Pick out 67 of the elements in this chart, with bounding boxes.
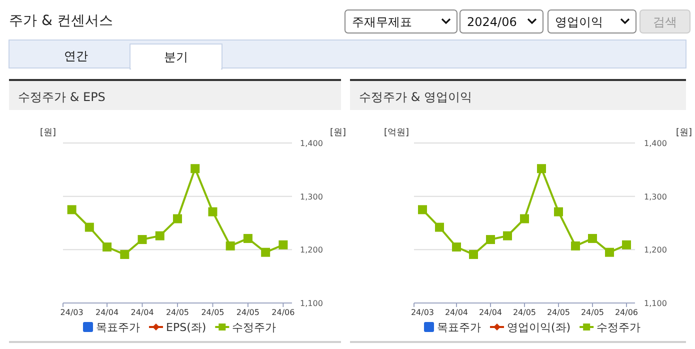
x-tick-label: 24/05 — [546, 308, 570, 317]
chart-title: 수정주가 & 영업이익 — [359, 90, 472, 104]
point — [537, 164, 546, 174]
point — [418, 205, 427, 214]
point — [208, 207, 218, 216]
legend-label: 수정주가 — [596, 321, 641, 334]
x-tick-label: 24/06 — [614, 308, 638, 317]
point — [261, 248, 270, 257]
x-tick-label: 24/05 — [201, 308, 224, 317]
y2-tick-label: 1,200 — [644, 246, 667, 255]
point — [452, 242, 461, 252]
legend-label: 목표주가 — [96, 321, 140, 334]
point — [469, 250, 478, 259]
y2-tick-label: 1,300 — [644, 192, 667, 202]
y2-axis-title: [원] — [330, 128, 346, 138]
x-tick-label: 24/04 — [444, 308, 468, 317]
x-tick-label: 24/05 — [236, 308, 260, 317]
x-tick-label: 24/04 — [130, 308, 154, 317]
point — [190, 164, 200, 174]
x-tick-label: 24/05 — [512, 308, 536, 317]
text: 분기 — [164, 50, 188, 64]
x-tick-label: 24/04 — [96, 308, 119, 317]
chart-title: 수정주가 & EPS — [18, 90, 106, 104]
x-tick-label: 24/06 — [272, 308, 295, 317]
text: 연간 — [64, 49, 88, 63]
point — [138, 235, 147, 244]
point — [571, 241, 580, 250]
point — [435, 222, 444, 232]
y-axis-title: [억원] — [384, 128, 410, 138]
point — [605, 248, 614, 257]
text: 영업이익 — [555, 15, 603, 29]
point — [503, 231, 512, 240]
y2-axis-title: [원] — [676, 128, 692, 138]
text: 주가 & 컨센서스 — [9, 13, 113, 29]
x-tick-label: 24/04 — [478, 308, 502, 317]
point — [554, 207, 563, 216]
point — [588, 234, 597, 243]
x-tick-label: 24/03 — [60, 308, 84, 317]
legend-label: 목표주가 — [437, 321, 481, 334]
y2-tick-label: 1,300 — [300, 192, 323, 202]
y2-tick-label: 1,200 — [300, 246, 323, 255]
y2-tick-label: 1,100 — [644, 299, 667, 308]
point — [84, 222, 94, 232]
point — [486, 235, 495, 244]
text: 2024/06 — [467, 15, 517, 29]
point — [226, 241, 235, 250]
legend-label: 수정주가 — [232, 321, 276, 334]
x-tick-label: 24/05 — [166, 308, 190, 317]
x-tick-label: 24/03 — [410, 308, 434, 317]
legend-label: 영업이익(좌) — [507, 321, 571, 334]
y2-tick-label: 1,400 — [644, 139, 667, 148]
point — [520, 214, 529, 224]
text: 주재무제표 — [352, 15, 412, 29]
point — [155, 231, 164, 240]
point — [67, 205, 76, 214]
point — [102, 242, 112, 252]
point — [173, 214, 182, 224]
y2-tick-label: 1,400 — [300, 139, 323, 148]
point — [243, 234, 252, 243]
point — [278, 240, 288, 250]
y-axis-title: [원] — [40, 128, 56, 138]
legend-label: EPS(좌) — [166, 321, 206, 334]
point — [622, 240, 631, 250]
x-tick-label: 24/05 — [580, 308, 604, 317]
text: 검색 — [653, 15, 677, 29]
point — [120, 250, 130, 259]
y2-tick-label: 1,100 — [300, 299, 323, 308]
